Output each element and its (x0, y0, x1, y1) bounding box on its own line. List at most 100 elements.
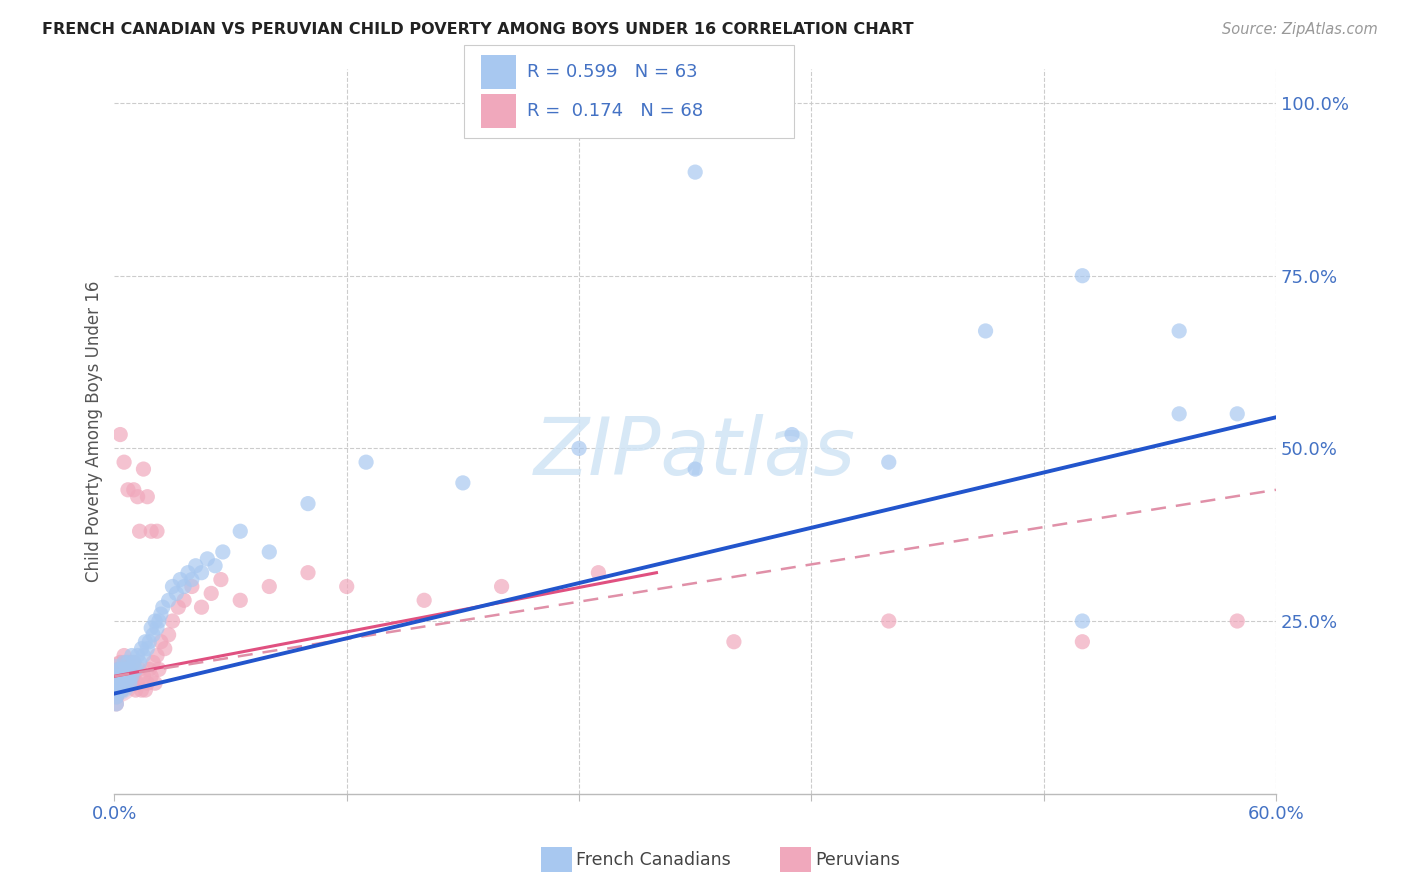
Point (105, 690, 128, 704)
Point (229, 524, 252, 539)
Point (149, 634, 172, 648)
Point (877, 614, 900, 628)
Point (1071, 634, 1094, 648)
Point (568, 442, 591, 456)
Point (141, 669, 163, 683)
Text: FRENCH CANADIAN VS PERUVIAN CHILD POVERTY AMONG BOYS UNDER 16 CORRELATION CHART: FRENCH CANADIAN VS PERUVIAN CHILD POVERT… (42, 22, 914, 37)
Point (118, 669, 141, 683)
Point (111, 669, 134, 683)
Point (117, 483, 139, 497)
Point (1071, 268, 1094, 283)
Point (148, 614, 170, 628)
Point (162, 579, 184, 593)
Point (112, 669, 135, 683)
Point (132, 462, 155, 476)
Point (107, 662, 129, 676)
Point (167, 600, 190, 615)
Point (115, 676, 138, 690)
Point (180, 579, 202, 593)
Point (118, 656, 141, 670)
Point (180, 573, 202, 587)
Point (136, 641, 159, 656)
Point (121, 676, 143, 690)
Point (127, 490, 149, 504)
Point (190, 566, 212, 580)
Point (153, 641, 176, 656)
Point (131, 683, 153, 698)
Point (162, 614, 184, 628)
Point (229, 593, 252, 607)
Text: R =  0.174   N = 68: R = 0.174 N = 68 (527, 102, 703, 120)
Point (211, 545, 233, 559)
Point (111, 683, 134, 698)
Point (131, 641, 153, 656)
Text: Peruvians: Peruvians (815, 851, 900, 869)
Point (259, 545, 281, 559)
Point (259, 579, 281, 593)
Point (1168, 324, 1191, 338)
Point (297, 566, 319, 580)
Point (1226, 407, 1249, 421)
Point (683, 165, 706, 179)
Point (143, 614, 166, 628)
Point (491, 579, 513, 593)
Point (177, 566, 200, 580)
Text: R = 0.599   N = 63: R = 0.599 N = 63 (527, 63, 697, 81)
Point (127, 648, 149, 663)
Point (110, 656, 132, 670)
Point (141, 524, 163, 539)
Point (115, 676, 138, 690)
Point (105, 673, 128, 687)
Point (110, 676, 132, 690)
Point (142, 628, 165, 642)
Point (165, 586, 187, 600)
Point (1168, 407, 1191, 421)
Point (127, 676, 149, 690)
Point (121, 648, 143, 663)
Point (146, 524, 169, 539)
Point (146, 648, 169, 663)
Point (413, 593, 436, 607)
Point (780, 427, 803, 442)
Point (122, 669, 145, 683)
Point (105, 669, 128, 683)
Point (105, 669, 128, 683)
Point (157, 628, 180, 642)
Point (173, 593, 195, 607)
Point (974, 324, 997, 338)
Point (683, 462, 706, 476)
Point (190, 600, 212, 615)
Point (122, 656, 145, 670)
Point (117, 669, 139, 683)
Text: French Canadians: French Canadians (576, 851, 731, 869)
Point (146, 621, 169, 635)
Point (138, 662, 160, 676)
Point (141, 621, 163, 635)
Point (128, 524, 150, 539)
Point (204, 558, 226, 573)
Point (173, 579, 195, 593)
Y-axis label: Child Poverty Among Boys Under 16: Child Poverty Among Boys Under 16 (86, 280, 103, 582)
Point (105, 690, 128, 704)
Point (121, 662, 143, 676)
Point (132, 648, 155, 663)
Point (112, 455, 135, 469)
Point (115, 656, 138, 670)
Point (110, 427, 132, 442)
Point (110, 669, 132, 683)
Point (122, 656, 145, 670)
Point (152, 600, 174, 615)
Point (336, 579, 359, 593)
Point (169, 573, 191, 587)
Point (117, 656, 139, 670)
Point (125, 662, 148, 676)
Point (148, 662, 170, 676)
Point (136, 676, 159, 690)
Point (107, 669, 129, 683)
Point (134, 683, 156, 698)
Point (149, 607, 172, 621)
Point (354, 455, 377, 469)
Point (1071, 614, 1094, 628)
Point (121, 669, 143, 683)
Point (132, 669, 155, 683)
